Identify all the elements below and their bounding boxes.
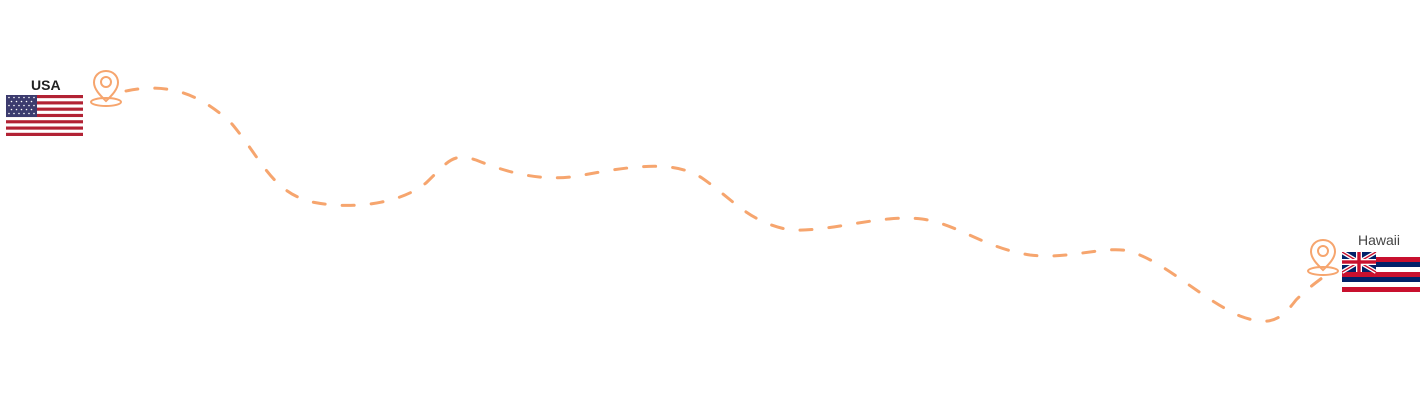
origin-label: USA (31, 77, 61, 93)
route-dashed-line (124, 86, 1324, 323)
destination-map-pin-icon (1307, 238, 1339, 276)
hawaii-flag-icon (1342, 252, 1420, 292)
origin-map-pin-icon (90, 69, 122, 107)
usa-flag-icon (6, 95, 83, 136)
destination-label: Hawaii (1358, 232, 1401, 248)
